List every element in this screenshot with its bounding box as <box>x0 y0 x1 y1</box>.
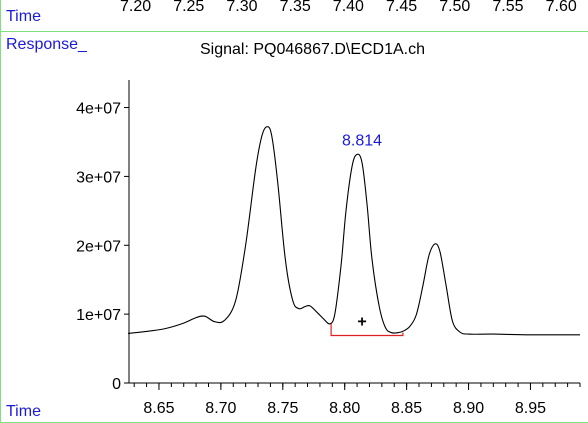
top-axis-tick-label: 7.50 <box>439 0 471 15</box>
peak-center-marker: + <box>357 314 366 331</box>
top-axis-tick-label: 7.45 <box>386 0 418 15</box>
bottom-time-label: Time <box>6 403 41 420</box>
frame-header-divider <box>0 31 588 32</box>
y-tick-label: 3e+07 <box>76 169 121 186</box>
top-axis-tick-label: 7.30 <box>226 0 258 15</box>
top-axis-tick-label: 7.35 <box>279 0 311 15</box>
x-tick-label: 8.75 <box>267 400 298 417</box>
y-tick-label: 2e+07 <box>76 238 121 255</box>
x-tick-label: 8.65 <box>143 400 174 417</box>
x-tick-label: 8.95 <box>515 400 546 417</box>
peak-retention-time-label: 8.814 <box>342 132 382 149</box>
top-time-label: Time <box>6 8 41 25</box>
y-tick-label: 1e+07 <box>76 307 121 324</box>
y-tick-label: 0 <box>112 376 121 393</box>
frame-left-border <box>0 0 1 423</box>
y-tick-label: 4e+07 <box>76 101 121 118</box>
integration-baseline <box>330 323 404 337</box>
signal-trace <box>127 126 581 336</box>
x-tick-label: 8.90 <box>453 400 484 417</box>
top-axis-tick-label: 7.60 <box>545 0 577 15</box>
top-axis-tick-label: 7.20 <box>120 0 152 15</box>
response-label: Response_ <box>6 36 87 53</box>
top-axis-tick-label: 7.55 <box>492 0 524 15</box>
top-axis-tick-label: 7.40 <box>332 0 364 15</box>
x-tick-label: 8.85 <box>391 400 422 417</box>
top-axis-tick-label: 7.25 <box>173 0 205 15</box>
signal-title: Signal: PQ046867.D\ECD1A.ch <box>200 41 426 58</box>
x-tick-label: 8.70 <box>205 400 236 417</box>
x-tick-label: 8.80 <box>329 400 360 417</box>
